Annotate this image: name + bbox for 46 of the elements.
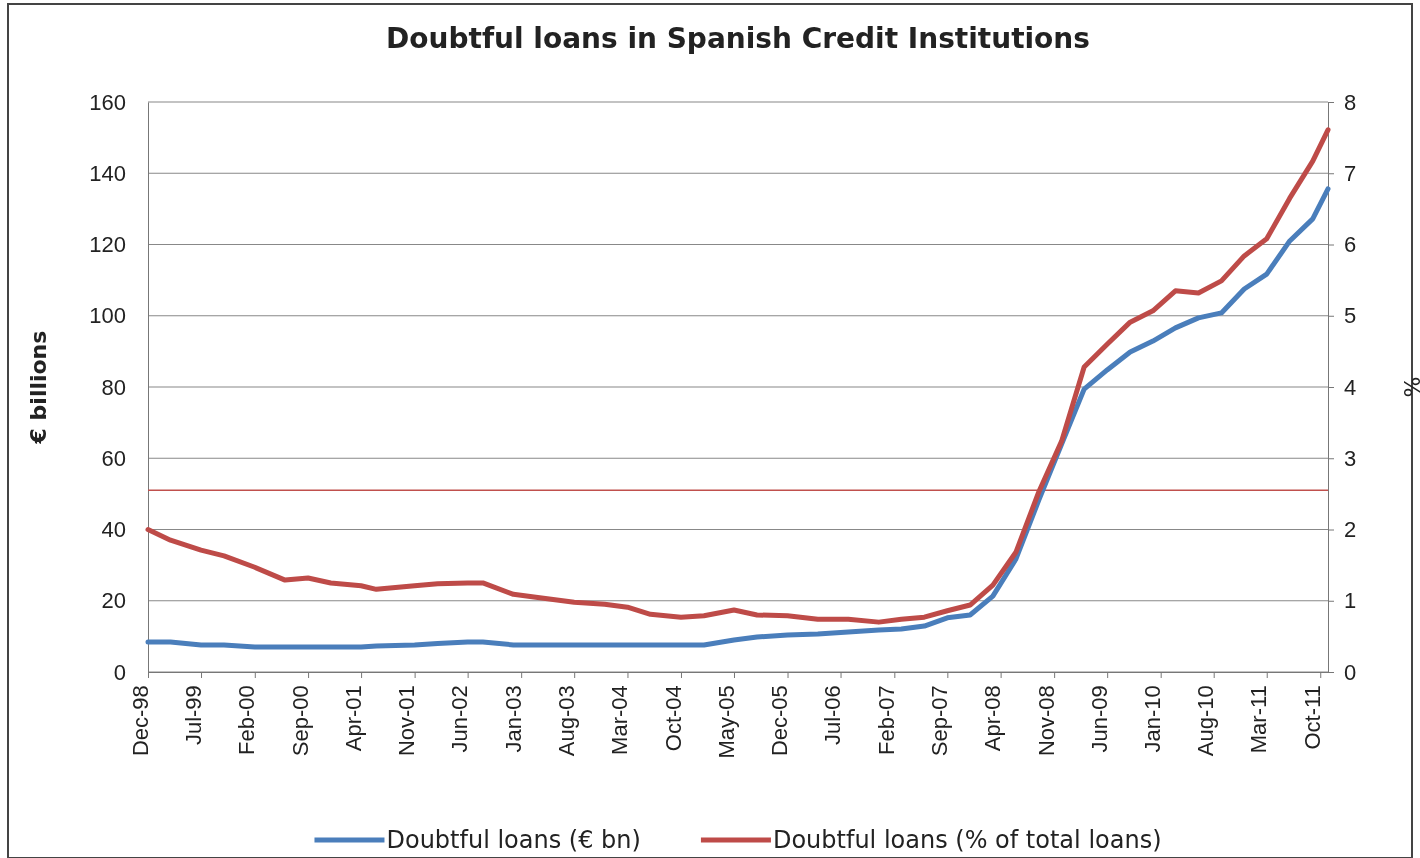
y2-tick-label: 2 (1344, 517, 1357, 543)
x-tick-label: Jul-06 (820, 685, 846, 746)
x-tick-label: Mar-11 (1246, 685, 1272, 754)
x-tick-label: Jul-99 (180, 685, 206, 746)
y-tick-label: 140 (89, 160, 126, 186)
x-tick-label: Apr-01 (340, 685, 366, 752)
x-tick-label: Jun-09 (1086, 685, 1112, 753)
y-tick-label: 80 (101, 374, 126, 400)
x-tick-label: Mar-04 (607, 685, 633, 755)
x-tick-label: Feb-00 (234, 685, 260, 755)
y2-tick-label: 5 (1344, 303, 1357, 329)
y-tick-label: 160 (89, 89, 126, 115)
y2-tick-label: 6 (1344, 232, 1357, 258)
chart-title: Doubtful loans in Spanish Credit Institutions (386, 22, 1090, 55)
legend-label: Doubtful loans (% of total loans) (772, 826, 1162, 854)
x-tick-label: Sep-00 (287, 685, 313, 757)
y-tick-label: 120 (89, 232, 126, 258)
x-tick-label: Dec-05 (767, 685, 793, 757)
y2-tick-label: 4 (1344, 374, 1357, 400)
y2-tick-label: 7 (1344, 160, 1357, 186)
y-tick-label: 40 (101, 517, 126, 543)
legend-label: Doubtful loans (€ bn) (386, 826, 641, 854)
y2-tick-label: 1 (1344, 588, 1357, 614)
y-tick-label: 60 (101, 445, 126, 471)
x-tick-label: Feb-07 (873, 685, 899, 755)
x-tick-label: May-05 (713, 685, 739, 759)
y2-axis-title: % (1399, 376, 1420, 398)
x-tick-label: Jan-10 (1140, 685, 1166, 753)
x-tick-label: Sep-07 (926, 685, 952, 757)
y-tick-label: 20 (101, 588, 126, 614)
x-tick-label: Aug-03 (553, 685, 579, 757)
x-tick-label: Oct-04 (660, 685, 686, 752)
y-axis-title: € billions (26, 330, 51, 445)
x-tick-label: Jan-03 (500, 685, 526, 753)
y-tick-label: 0 (113, 659, 126, 685)
x-tick-label: Oct-11 (1299, 685, 1325, 750)
x-tick-label: Nov-08 (1033, 685, 1059, 757)
y2-tick-label: 3 (1344, 445, 1357, 471)
x-tick-label: Aug-10 (1193, 685, 1219, 757)
x-tick-label: Jun-02 (447, 685, 473, 753)
x-tick-label: Nov-01 (394, 685, 420, 757)
y-tick-label: 100 (89, 303, 126, 329)
y2-tick-label: 8 (1344, 89, 1357, 115)
x-tick-label: Apr-08 (980, 685, 1006, 752)
x-tick-label: Dec-98 (127, 685, 153, 757)
y2-tick-label: 0 (1344, 659, 1357, 685)
